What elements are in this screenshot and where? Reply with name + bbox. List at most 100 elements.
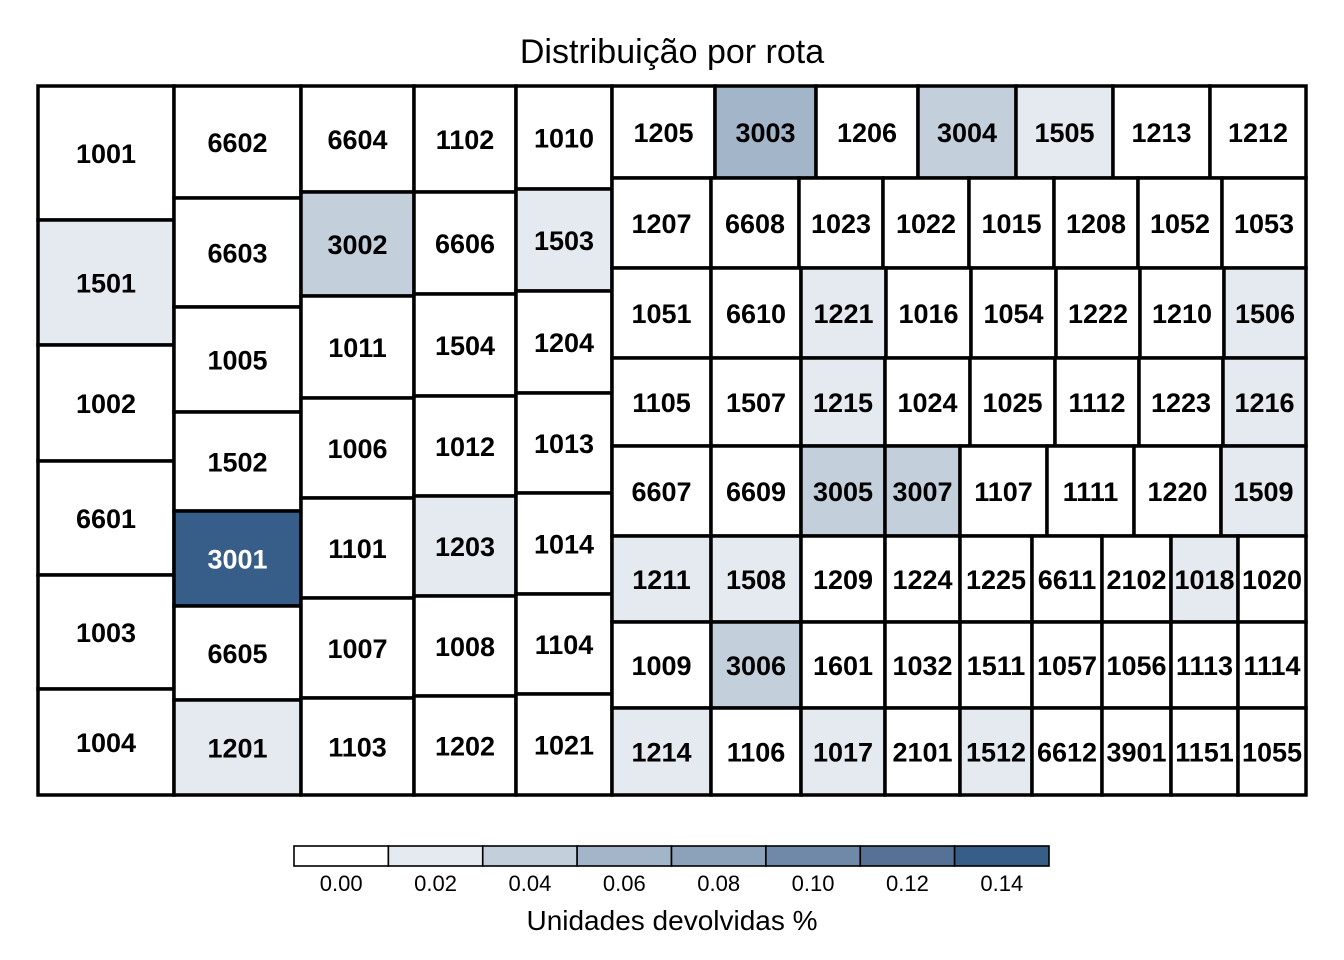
route-tile <box>412 190 518 296</box>
route-cell-6610: 6610 <box>709 266 803 360</box>
route-label: 1207 <box>631 209 691 239</box>
route-cell-1220: 1220 <box>1132 444 1223 538</box>
route-tile <box>883 534 962 624</box>
route-label: 1204 <box>534 328 594 358</box>
route-label: 1206 <box>837 118 897 148</box>
route-tile <box>412 292 518 398</box>
route-tile <box>1030 534 1104 624</box>
legend-swatch <box>481 845 578 867</box>
route-label: 1012 <box>435 432 495 462</box>
route-tile <box>713 84 818 180</box>
legend-swatch <box>670 845 767 867</box>
route-tile <box>1136 176 1224 270</box>
route-tile <box>1236 620 1308 710</box>
route-tile <box>1030 620 1104 710</box>
legend-tick-label: 0.04 <box>509 871 552 896</box>
route-label: 1021 <box>534 731 594 761</box>
legend-tick-label: 0.08 <box>697 871 740 896</box>
route-tile <box>1100 706 1173 797</box>
route-cell-1018: 1018 <box>1169 534 1240 624</box>
route-cell-1210: 1210 <box>1138 266 1226 360</box>
route-tile <box>172 410 303 513</box>
route-tile <box>172 196 303 309</box>
route-cell-6609: 6609 <box>709 444 803 538</box>
route-label: 1009 <box>631 651 691 681</box>
legend-tick-label: 0.02 <box>414 871 457 896</box>
route-tile <box>172 604 303 702</box>
route-label: 1013 <box>534 429 594 459</box>
route-tile <box>299 396 416 500</box>
route-tile <box>1219 444 1308 538</box>
route-label: 6610 <box>726 299 786 329</box>
route-label: 1508 <box>726 565 786 595</box>
route-cell-1053: 1053 <box>1220 176 1308 270</box>
route-label: 1007 <box>327 634 387 664</box>
route-cell-1205: 1205 <box>610 84 717 180</box>
legend-swatch <box>387 845 484 867</box>
route-cell-1509: 1509 <box>1219 444 1308 538</box>
route-tile <box>884 266 973 360</box>
route-tile <box>1169 706 1240 797</box>
route-cell-1151: 1151 <box>1169 706 1240 797</box>
route-cell-3901: 3901 <box>1100 706 1173 797</box>
route-label: 1114 <box>1243 651 1300 681</box>
route-cell-1004: 1004 <box>36 687 176 797</box>
route-label: 1010 <box>534 124 594 154</box>
route-cell-1225: 1225 <box>958 534 1034 624</box>
route-cell-1005: 1005 <box>172 305 303 414</box>
route-label: 1024 <box>897 388 957 418</box>
route-label: 1101 <box>328 534 387 564</box>
route-cell-1032: 1032 <box>883 620 962 710</box>
route-label: 1151 <box>1175 738 1234 768</box>
route-cell-1506: 1506 <box>1222 266 1308 360</box>
route-tile <box>172 698 303 797</box>
route-tile <box>799 444 887 538</box>
route-cell-1112: 1112 <box>1053 356 1141 448</box>
route-label: 1111 <box>1063 477 1119 507</box>
route-label: 1011 <box>328 333 387 363</box>
route-cell-1022: 1022 <box>881 176 971 270</box>
route-tile <box>299 84 416 194</box>
route-cell-1503: 1503 <box>514 187 614 293</box>
route-label: 1112 <box>1068 388 1125 418</box>
route-tile <box>709 534 803 624</box>
route-label: 1032 <box>892 651 952 681</box>
route-tile <box>299 696 416 797</box>
route-cell-2102: 2102 <box>1100 534 1173 624</box>
route-cell-3003: 3003 <box>713 84 818 180</box>
route-label: 3006 <box>726 651 786 681</box>
legend-tick-label: 0.00 <box>320 871 363 896</box>
route-cell-3004: 3004 <box>916 84 1018 180</box>
route-tile <box>1169 534 1240 624</box>
route-label: 1023 <box>811 209 871 239</box>
chart-title: Distribuição por rota <box>520 33 824 71</box>
route-tile <box>969 266 1058 360</box>
route-cell-1206: 1206 <box>814 84 920 180</box>
route-cell-1014: 1014 <box>514 491 614 596</box>
legend-swatches <box>293 845 1050 867</box>
route-label: 1501 <box>76 269 136 299</box>
route-cell-1101: 1101 <box>299 496 416 600</box>
route-label: 1224 <box>892 565 952 595</box>
route-tile <box>412 84 518 194</box>
route-label: 1104 <box>535 630 594 660</box>
route-label: 1105 <box>632 388 691 418</box>
route-tile <box>958 706 1034 797</box>
legend-title: Unidades devolvidas % <box>526 905 817 936</box>
route-tile <box>799 706 887 797</box>
route-tile <box>299 596 416 700</box>
route-label: 1212 <box>1228 118 1288 148</box>
route-label: 6611 <box>1038 565 1097 595</box>
route-label: 1006 <box>327 434 387 464</box>
route-label: 1005 <box>207 346 267 376</box>
legend-tick-label: 0.12 <box>886 871 929 896</box>
route-label: 3004 <box>937 118 997 148</box>
route-cell-1511: 1511 <box>958 620 1034 710</box>
route-label: 3901 <box>1106 738 1166 768</box>
route-label: 1052 <box>1150 209 1210 239</box>
route-label: 1507 <box>726 388 786 418</box>
route-cell-3002: 3002 <box>299 190 416 298</box>
route-label: 1016 <box>898 299 958 329</box>
route-tile <box>514 391 614 495</box>
route-label: 1008 <box>435 632 495 662</box>
